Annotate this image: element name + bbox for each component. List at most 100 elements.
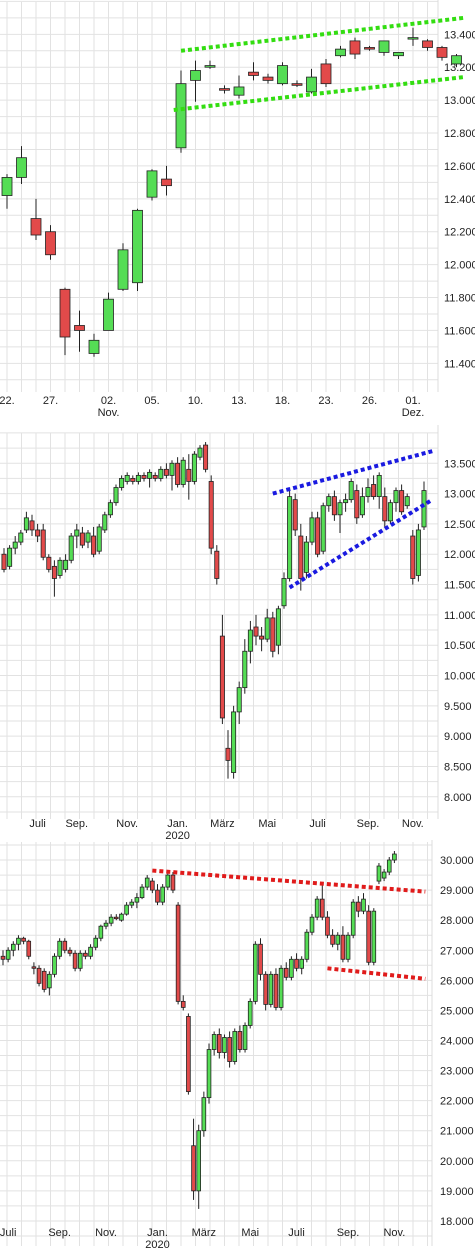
- candle: [237, 1025, 243, 1053]
- x-tick-label: Nov.: [95, 1227, 117, 1239]
- candle: [206, 1043, 212, 1104]
- candle: [72, 950, 78, 972]
- candle-body: [88, 946, 93, 957]
- candle-body: [309, 916, 315, 933]
- candle: [331, 490, 337, 521]
- candle: [36, 965, 42, 987]
- candle-body: [382, 496, 388, 522]
- candle-body: [253, 943, 258, 1002]
- candle-body: [119, 478, 125, 488]
- y-tick-label: 22.000: [440, 1096, 474, 1108]
- candle-body: [147, 471, 153, 479]
- candle: [335, 932, 341, 951]
- candle-body: [98, 925, 104, 939]
- candle: [169, 460, 175, 491]
- candle: [74, 523, 80, 549]
- candle: [88, 944, 93, 960]
- candle: [299, 956, 304, 975]
- candle-body: [348, 481, 354, 501]
- x-tick-label: 01.: [405, 395, 420, 407]
- candle-body: [289, 958, 294, 978]
- candle: [320, 58, 332, 87]
- chart-panel-2: 13.500 13.000 12.500 12.000 11.500 11.000 10.5…: [0, 425, 475, 840]
- candle: [139, 884, 145, 900]
- candle: [1, 548, 7, 573]
- x-tick-label: 27.: [43, 395, 58, 407]
- y-tick-label: 10.500: [444, 640, 475, 652]
- candle: [158, 466, 164, 482]
- candle-body: [191, 1145, 196, 1192]
- candles: [1, 442, 427, 779]
- candle-body: [26, 940, 32, 957]
- candle: [1, 174, 13, 209]
- candle-body: [170, 874, 176, 891]
- candle-body: [175, 904, 181, 1002]
- candle: [119, 912, 124, 922]
- y-tick-label: 12.000: [444, 549, 475, 561]
- y-tick-label: 28.000: [440, 915, 474, 927]
- candle-body: [74, 325, 85, 331]
- x-tick-label: März: [210, 818, 234, 830]
- candle: [191, 451, 197, 485]
- candle-body: [41, 970, 47, 990]
- trendline-green: [180, 15, 464, 53]
- candle-body: [16, 937, 21, 945]
- candle: [102, 511, 108, 533]
- candle: [68, 533, 74, 564]
- y-tick-label: 24.000: [440, 1035, 474, 1047]
- candle: [214, 545, 220, 585]
- candle-body: [139, 886, 145, 899]
- candle-body: [77, 952, 83, 969]
- candle: [320, 502, 326, 555]
- candle-body: [175, 83, 187, 149]
- candle: [365, 478, 371, 503]
- candle-body: [320, 505, 326, 552]
- candle-body: [299, 958, 304, 969]
- candle: [264, 608, 270, 643]
- candle-body: [96, 526, 102, 552]
- candle: [129, 899, 135, 909]
- x-subtick-label: 2020: [165, 830, 189, 840]
- candle: [381, 869, 387, 882]
- candle-body: [47, 973, 52, 989]
- candle-body: [277, 65, 288, 85]
- candle-body: [248, 71, 259, 76]
- y-tick-label: 12.800: [444, 128, 475, 140]
- y-tick-label: 11.800: [444, 293, 475, 305]
- candle: [242, 639, 248, 694]
- y-tick-label: 11.500: [444, 580, 475, 592]
- candle-body: [356, 901, 361, 912]
- candle-body: [366, 910, 371, 963]
- candle-body: [175, 462, 181, 485]
- candle: [451, 54, 462, 68]
- candle-body: [371, 910, 377, 963]
- candle: [10, 941, 16, 957]
- candle: [337, 499, 343, 533]
- candle: [12, 536, 18, 555]
- candle-body: [359, 496, 365, 516]
- candle: [287, 487, 293, 582]
- candle-body: [36, 967, 42, 984]
- candle: [77, 950, 83, 972]
- candle-body: [270, 617, 276, 652]
- candle: [79, 526, 85, 549]
- candle: [146, 169, 158, 201]
- candlestick-chart-2: 13.500 13.000 12.500 12.000 11.500 11.000 10.5…: [0, 425, 475, 840]
- candle: [253, 941, 258, 1005]
- candle-body: [335, 48, 346, 57]
- candle: [330, 929, 335, 948]
- candle: [314, 896, 320, 921]
- candle-body: [294, 958, 299, 969]
- candle: [108, 914, 114, 927]
- candle-body: [337, 502, 343, 516]
- candle-body: [325, 916, 330, 936]
- candles: [0, 851, 397, 1209]
- candle: [303, 536, 309, 579]
- candle: [88, 333, 100, 357]
- candle: [354, 484, 360, 524]
- candle: [247, 998, 253, 1029]
- candle-body: [247, 629, 253, 652]
- candle-body: [150, 880, 155, 891]
- candle: [23, 511, 29, 533]
- chart-panel-3: 30.000 29.000 28.000 27.000 26.000 25.000 24.0…: [0, 840, 475, 1250]
